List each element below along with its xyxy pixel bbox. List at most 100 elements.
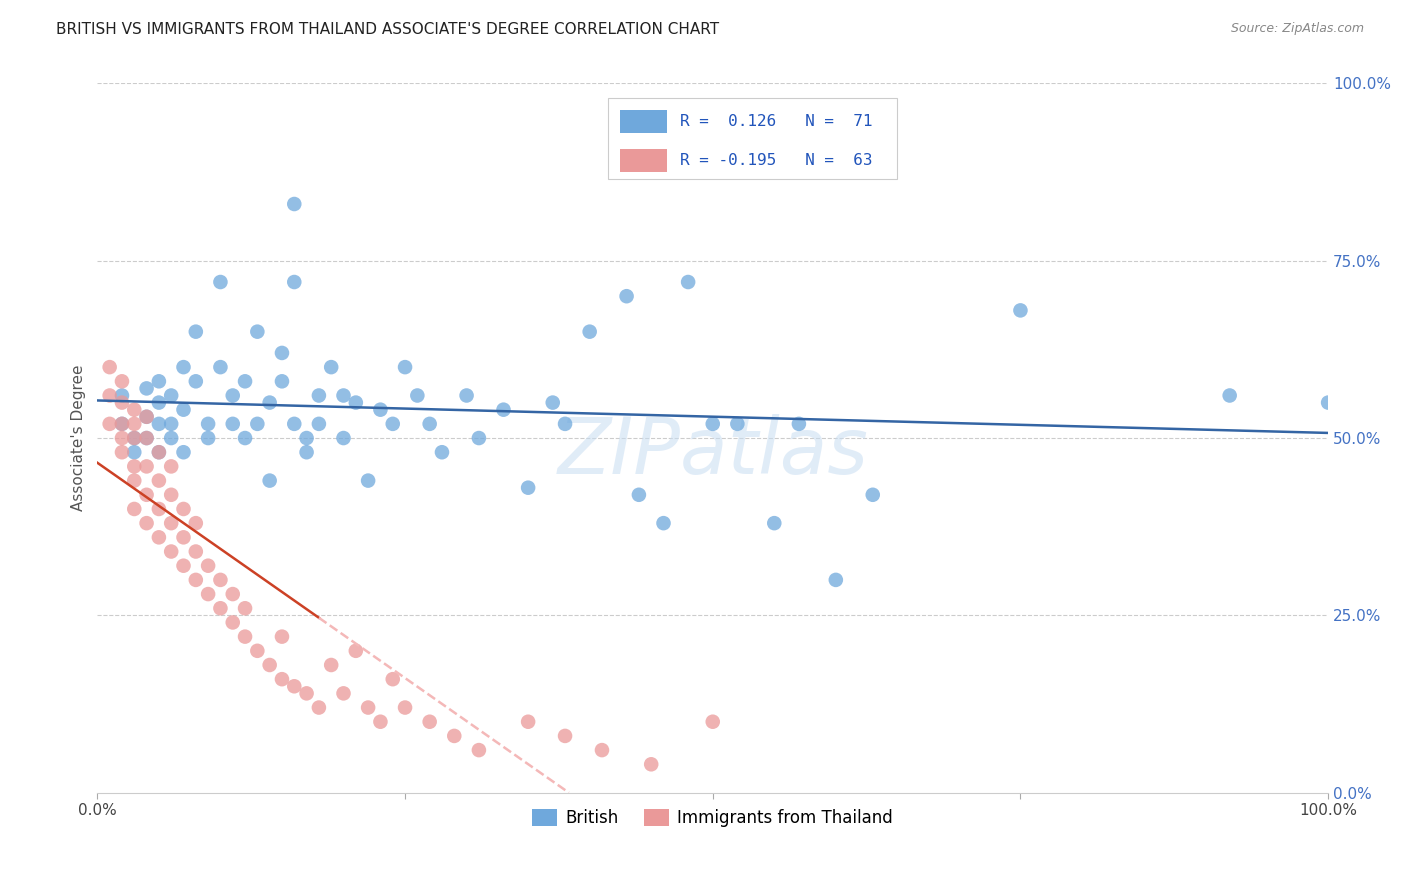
- Point: [370, 714, 392, 729]
- Text: Source: ZipAtlas.com: Source: ZipAtlas.com: [1230, 22, 1364, 36]
- Point: [148, 502, 170, 516]
- Point: [173, 530, 195, 544]
- Point: [394, 700, 416, 714]
- Point: [124, 402, 146, 417]
- Point: [468, 431, 491, 445]
- Point: [173, 445, 195, 459]
- Point: [578, 325, 600, 339]
- Point: [321, 360, 343, 375]
- Point: [246, 417, 269, 431]
- Point: [283, 275, 305, 289]
- Text: BRITISH VS IMMIGRANTS FROM THAILAND ASSOCIATE'S DEGREE CORRELATION CHART: BRITISH VS IMMIGRANTS FROM THAILAND ASSO…: [56, 22, 720, 37]
- Point: [1317, 395, 1340, 409]
- Point: [111, 388, 134, 402]
- Point: [517, 714, 540, 729]
- Point: [246, 644, 269, 658]
- Point: [222, 587, 245, 601]
- Point: [111, 417, 134, 431]
- Point: [148, 374, 170, 388]
- Point: [209, 601, 232, 615]
- Point: [443, 729, 465, 743]
- Point: [554, 417, 576, 431]
- Point: [222, 615, 245, 630]
- Point: [160, 516, 183, 530]
- Point: [124, 474, 146, 488]
- Point: [381, 417, 404, 431]
- Point: [259, 658, 281, 673]
- Point: [98, 360, 121, 375]
- Point: [295, 686, 318, 700]
- Point: [259, 474, 281, 488]
- Point: [173, 558, 195, 573]
- Point: [591, 743, 613, 757]
- FancyBboxPatch shape: [620, 111, 668, 133]
- Point: [148, 445, 170, 459]
- Text: ZIPatlas: ZIPatlas: [557, 414, 868, 491]
- Point: [381, 672, 404, 686]
- Point: [616, 289, 638, 303]
- Point: [627, 488, 650, 502]
- FancyBboxPatch shape: [609, 97, 897, 179]
- Point: [357, 474, 380, 488]
- Point: [271, 374, 294, 388]
- Point: [676, 275, 699, 289]
- Point: [135, 409, 157, 424]
- Point: [148, 395, 170, 409]
- Point: [295, 445, 318, 459]
- Point: [332, 388, 354, 402]
- Point: [259, 395, 281, 409]
- Point: [222, 417, 245, 431]
- Text: R = -0.195   N =  63: R = -0.195 N = 63: [679, 153, 872, 169]
- Point: [541, 395, 564, 409]
- Point: [184, 516, 207, 530]
- Point: [98, 417, 121, 431]
- Point: [308, 700, 330, 714]
- Point: [124, 502, 146, 516]
- Point: [124, 417, 146, 431]
- Point: [308, 417, 330, 431]
- Point: [332, 431, 354, 445]
- Point: [308, 388, 330, 402]
- Point: [283, 417, 305, 431]
- Point: [111, 445, 134, 459]
- Point: [233, 374, 256, 388]
- Point: [160, 544, 183, 558]
- Point: [124, 445, 146, 459]
- Text: R =  0.126   N =  71: R = 0.126 N = 71: [679, 114, 872, 129]
- Point: [517, 481, 540, 495]
- Point: [357, 700, 380, 714]
- Point: [135, 516, 157, 530]
- Point: [824, 573, 846, 587]
- Point: [148, 417, 170, 431]
- Point: [554, 729, 576, 743]
- Point: [135, 488, 157, 502]
- Point: [468, 743, 491, 757]
- Point: [148, 530, 170, 544]
- Point: [173, 360, 195, 375]
- Point: [124, 431, 146, 445]
- Point: [1219, 388, 1241, 402]
- Point: [173, 502, 195, 516]
- Point: [271, 630, 294, 644]
- Point: [344, 395, 367, 409]
- Point: [111, 417, 134, 431]
- Point: [184, 544, 207, 558]
- Point: [135, 459, 157, 474]
- Point: [787, 417, 810, 431]
- Point: [492, 402, 515, 417]
- Point: [233, 431, 256, 445]
- Point: [246, 325, 269, 339]
- Legend: British, Immigrants from Thailand: British, Immigrants from Thailand: [526, 803, 900, 834]
- Point: [135, 431, 157, 445]
- Point: [283, 679, 305, 693]
- Point: [184, 325, 207, 339]
- Point: [233, 630, 256, 644]
- Point: [197, 558, 219, 573]
- Point: [111, 374, 134, 388]
- Point: [725, 417, 748, 431]
- Point: [148, 474, 170, 488]
- Point: [124, 431, 146, 445]
- Point: [148, 445, 170, 459]
- Point: [209, 360, 232, 375]
- Point: [332, 686, 354, 700]
